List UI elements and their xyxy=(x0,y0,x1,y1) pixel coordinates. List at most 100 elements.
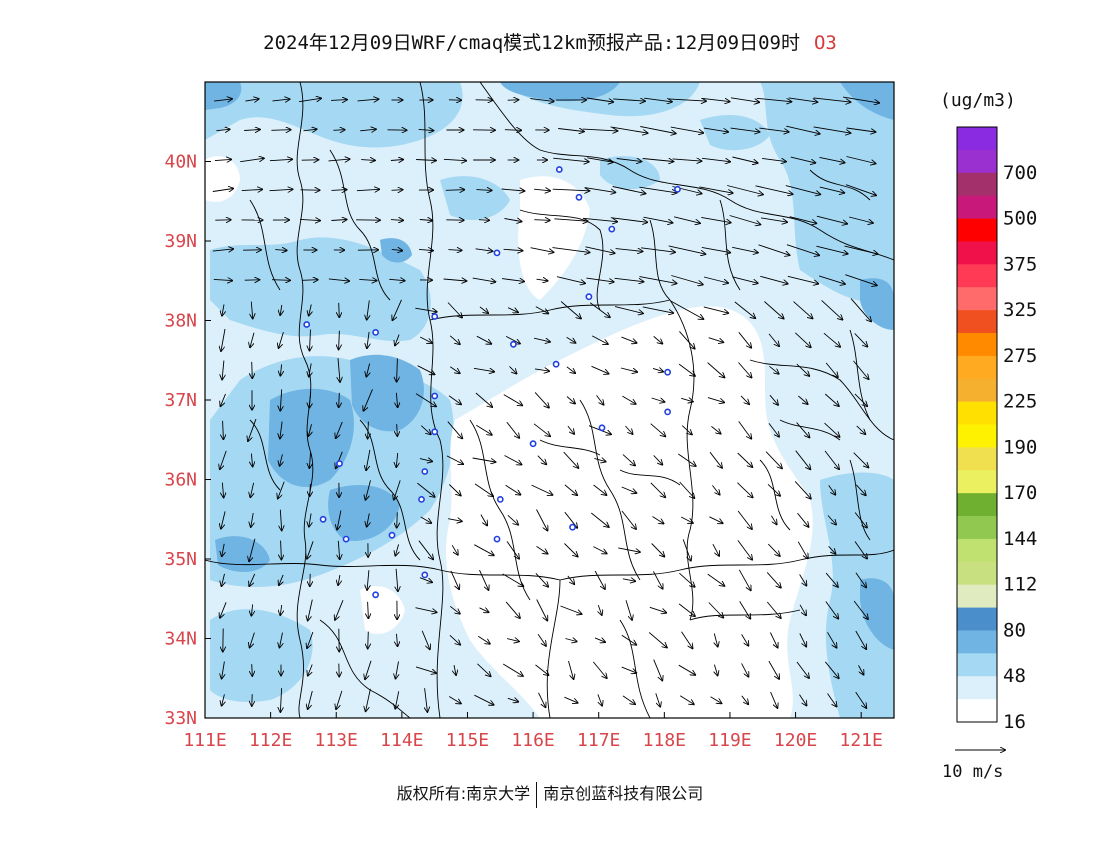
city-station-marker xyxy=(575,193,583,201)
wind-arrow xyxy=(450,366,459,373)
wind-arrow xyxy=(222,694,225,705)
wind-arrow xyxy=(339,392,340,407)
wind-arrow xyxy=(766,572,781,587)
wind-arrow xyxy=(420,425,430,435)
wind-arrow xyxy=(537,455,546,465)
wind-arrow xyxy=(794,332,810,347)
legend-swatch xyxy=(957,287,997,311)
wind-arrow xyxy=(479,569,489,590)
wind-arrow xyxy=(214,159,231,160)
wind-arrow xyxy=(732,246,758,252)
wind-arrow xyxy=(709,516,722,523)
wind-arrow xyxy=(621,336,637,343)
wind-arrow xyxy=(367,513,370,527)
wind-arrow xyxy=(712,485,719,494)
wind-arrow xyxy=(506,541,519,558)
wind-arrow xyxy=(610,217,647,223)
concentration-field xyxy=(205,82,894,718)
wind-arrow xyxy=(670,126,703,133)
wind-arrow xyxy=(271,280,290,281)
legend-level-label: 700 xyxy=(1003,162,1037,184)
city-station-marker xyxy=(493,249,501,257)
wind-arrow xyxy=(853,600,868,619)
lon-tick-label: 116E xyxy=(511,730,554,751)
lon-tick-label: 120E xyxy=(774,730,817,751)
city-station-marker xyxy=(552,360,560,368)
wind-arrow xyxy=(855,572,866,588)
wind-arrow xyxy=(652,368,663,371)
city-station-marker xyxy=(496,495,504,503)
legend-level-label: 170 xyxy=(1003,482,1037,504)
wind-arrow xyxy=(396,452,397,467)
wind-arrow xyxy=(280,304,282,315)
wind-arrow xyxy=(854,333,868,346)
wind-arrow xyxy=(415,607,437,613)
wind-arrow xyxy=(503,249,523,250)
wind-arrow xyxy=(738,362,752,378)
wind-arrow xyxy=(738,569,750,590)
wind-arrow xyxy=(212,249,233,251)
wind-arrow xyxy=(397,633,398,646)
legend-swatch xyxy=(957,516,997,540)
wind-arrow xyxy=(642,306,673,313)
wind-arrow xyxy=(475,249,493,251)
wind-arrow xyxy=(797,512,809,527)
legend-swatch xyxy=(957,218,997,242)
wind-arrow xyxy=(768,660,779,679)
city-station-marker xyxy=(431,313,439,320)
wind-arrow xyxy=(397,424,398,436)
wind-arrow xyxy=(309,304,312,316)
wind-arrow xyxy=(446,455,463,464)
wind-arrow xyxy=(741,663,749,676)
wind-arrow xyxy=(391,190,403,191)
wind-arrow xyxy=(475,392,492,407)
city-station-marker xyxy=(372,591,379,599)
wind-arrow xyxy=(448,395,461,405)
wind-arrow xyxy=(397,512,398,527)
wind-arrow xyxy=(828,545,836,553)
wind-arrow xyxy=(682,539,691,560)
wind-arrow xyxy=(331,100,347,101)
wind-arrow xyxy=(280,364,281,375)
wind-reference-label: 10 m/s xyxy=(942,762,1004,782)
legend-level-label: 225 xyxy=(1003,391,1037,413)
wind-arrow xyxy=(796,422,810,438)
wind-arrow xyxy=(585,246,615,253)
wind-arrow xyxy=(535,664,549,675)
wind-arrow xyxy=(707,362,725,378)
wind-arrow xyxy=(819,186,844,193)
wind-arrow xyxy=(479,306,488,313)
lon-tick-label: 121E xyxy=(840,730,883,751)
wind-arrow xyxy=(587,157,613,162)
wind-arrow xyxy=(670,300,704,319)
city-station-marker xyxy=(664,408,671,416)
wind-arrow xyxy=(359,279,376,280)
wind-arrow xyxy=(741,634,749,645)
wind-arrow xyxy=(506,421,519,438)
wind-arrow xyxy=(845,274,876,286)
wind-arrow xyxy=(767,483,780,495)
wind-arrow xyxy=(449,335,460,344)
wind-arrow xyxy=(766,601,780,618)
chart-title: 2024年12月09日WRF/cmaq模式12km预报产品:12月09日09时 O… xyxy=(0,28,1100,55)
wind-arrow xyxy=(501,189,525,191)
lat-tick-label: 39N xyxy=(164,231,197,252)
wind-arrow xyxy=(597,694,602,705)
wind-arrow xyxy=(593,484,607,495)
wind-arrow xyxy=(786,244,819,256)
wind-arrow xyxy=(616,159,642,162)
city-station-marker xyxy=(569,523,576,531)
wind-arrow xyxy=(596,395,604,404)
wind-arrow xyxy=(734,301,755,318)
wind-arrow xyxy=(280,389,281,410)
wind-arrow xyxy=(416,160,436,161)
wind-arrow xyxy=(821,300,843,319)
legend-level-label: 375 xyxy=(1003,253,1037,275)
wind-arrow xyxy=(703,276,728,283)
wind-arrow xyxy=(507,514,518,524)
wind-arrow xyxy=(505,336,520,343)
wind-arrow xyxy=(240,158,264,163)
wind-arrow xyxy=(214,99,232,101)
wind-arrow xyxy=(419,577,432,583)
wind-arrow xyxy=(280,688,281,712)
